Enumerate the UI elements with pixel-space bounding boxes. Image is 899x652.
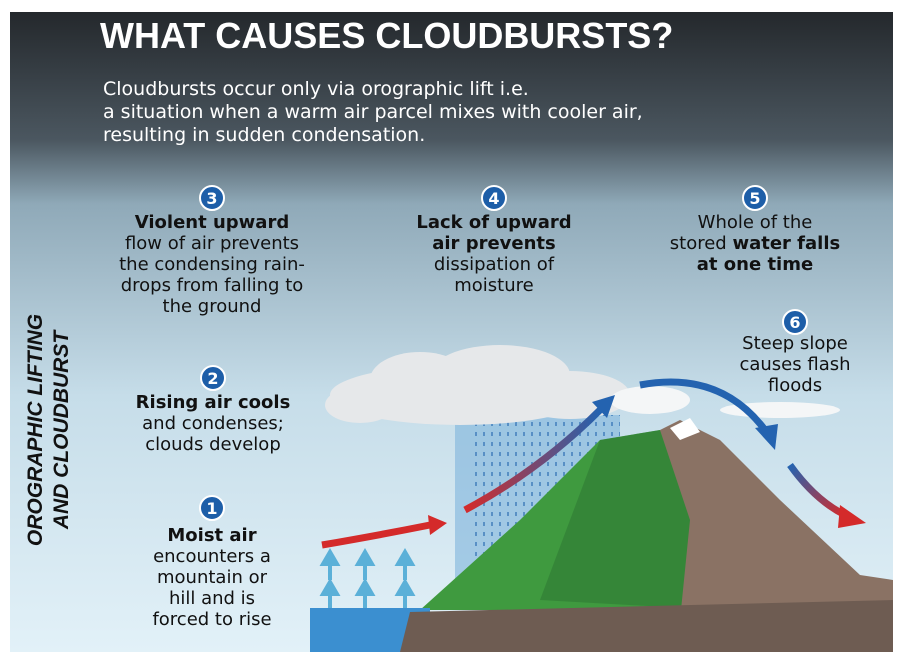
step-text-line: drops from falling to xyxy=(121,275,304,296)
step-text-line: clouds develop xyxy=(145,434,281,455)
step-text-line: Rising air cools xyxy=(136,392,291,413)
step-text: drops from falling to xyxy=(121,275,304,296)
step-text: air prevents xyxy=(432,233,556,254)
step-text: flow of air prevents xyxy=(125,233,299,254)
infographic: WHAT CAUSES CLOUDBURSTS? Cloudbursts occ… xyxy=(0,0,899,652)
step-number: 1 xyxy=(206,499,217,518)
title: WHAT CAUSES CLOUDBURSTS? xyxy=(100,15,673,56)
step-text: stored xyxy=(670,233,733,254)
step-text: Violent upward xyxy=(135,212,289,233)
subtitle-line: a situation when a warm air parcel mixes… xyxy=(103,101,643,123)
side-label-line: AND CLOUDBURST xyxy=(50,329,73,530)
step-text-line: Steep slope xyxy=(742,333,848,354)
step-text-line: the ground xyxy=(163,296,262,317)
step-text-line: at one time xyxy=(697,254,813,275)
step-text-line: forced to rise xyxy=(152,609,271,630)
step-text-line: Lack of upward xyxy=(416,212,571,233)
step-text: Steep slope xyxy=(742,333,848,354)
step-text: forced to rise xyxy=(152,609,271,630)
step-text: encounters a xyxy=(153,546,271,567)
step-text: dissipation of xyxy=(434,254,555,275)
step-text-line: flow of air prevents xyxy=(125,233,299,254)
step-text-line: floods xyxy=(768,375,822,396)
step-number: 5 xyxy=(749,189,760,208)
step-text-line: dissipation of xyxy=(434,254,555,275)
step-text-line: encounters a xyxy=(153,546,271,567)
step-text-line: mountain or xyxy=(157,567,268,588)
step-text-line: the condensing rain- xyxy=(119,254,305,275)
step-text-line: and condenses; xyxy=(142,413,284,434)
step-text-line: stored water falls xyxy=(670,233,840,254)
step-text: hill and is xyxy=(169,588,255,609)
step-number: 3 xyxy=(206,189,217,208)
subtitle-line: Cloudbursts occur only via orographic li… xyxy=(103,78,529,100)
step-text: and condenses; xyxy=(142,413,284,434)
step-number: 4 xyxy=(488,189,499,208)
step-text: Rising air cools xyxy=(136,392,291,413)
step-text: the condensing rain- xyxy=(119,254,305,275)
step-text-line: Whole of the xyxy=(698,212,813,233)
step-text-line: causes flash xyxy=(739,354,850,375)
side-label-line: OROGRAPHIC LIFTING xyxy=(24,314,47,546)
step-text: clouds develop xyxy=(145,434,281,455)
step-number: 2 xyxy=(207,369,218,388)
step-text-line: air prevents xyxy=(432,233,556,254)
step-text-line: Violent upward xyxy=(135,212,289,233)
step-text: mountain or xyxy=(157,567,268,588)
step-text: causes flash xyxy=(739,354,850,375)
step-text-line: hill and is xyxy=(169,588,255,609)
step-text: Lack of upward xyxy=(416,212,571,233)
step-number: 6 xyxy=(789,313,800,332)
step-text: floods xyxy=(768,375,822,396)
subtitle-line: resulting in sudden condensation. xyxy=(103,124,425,146)
step-text: the ground xyxy=(163,296,262,317)
step-text: at one time xyxy=(697,254,813,275)
step-text: Moist air xyxy=(167,525,256,546)
step-text-line: Moist air xyxy=(167,525,256,546)
step-text: water falls xyxy=(732,233,840,254)
step-text: Whole of the xyxy=(698,212,813,233)
step-text-line: moisture xyxy=(454,275,533,296)
step-text: moisture xyxy=(454,275,533,296)
